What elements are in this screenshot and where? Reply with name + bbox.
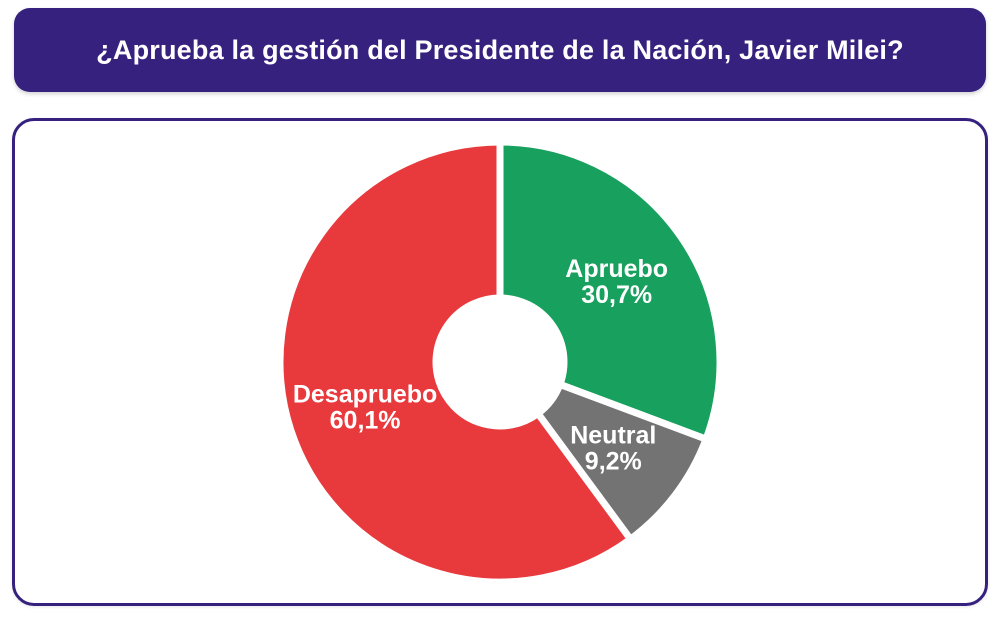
pie-label-neutral: Neutral 9,2% [570, 422, 656, 476]
question-banner: ¿Aprueba la gestión del Presidente de la… [14, 8, 986, 92]
pie-label-desapruebo: Desapruebo 60,1% [293, 380, 437, 434]
question-title: ¿Aprueba la gestión del Presidente de la… [96, 34, 904, 65]
pie-slice-desapruebo [276, 138, 634, 586]
donut-chart: Apruebo 30,7% Neutral 9,2% Desapruebo 60,1% [276, 138, 724, 586]
chart-card: Apruebo 30,7% Neutral 9,2% Desapruebo 60,1% [12, 118, 988, 606]
pie-label-apruebo: Apruebo 30,7% [565, 255, 668, 309]
pie-slice-apruebo [496, 138, 724, 443]
pie-slice-neutral [534, 380, 710, 543]
